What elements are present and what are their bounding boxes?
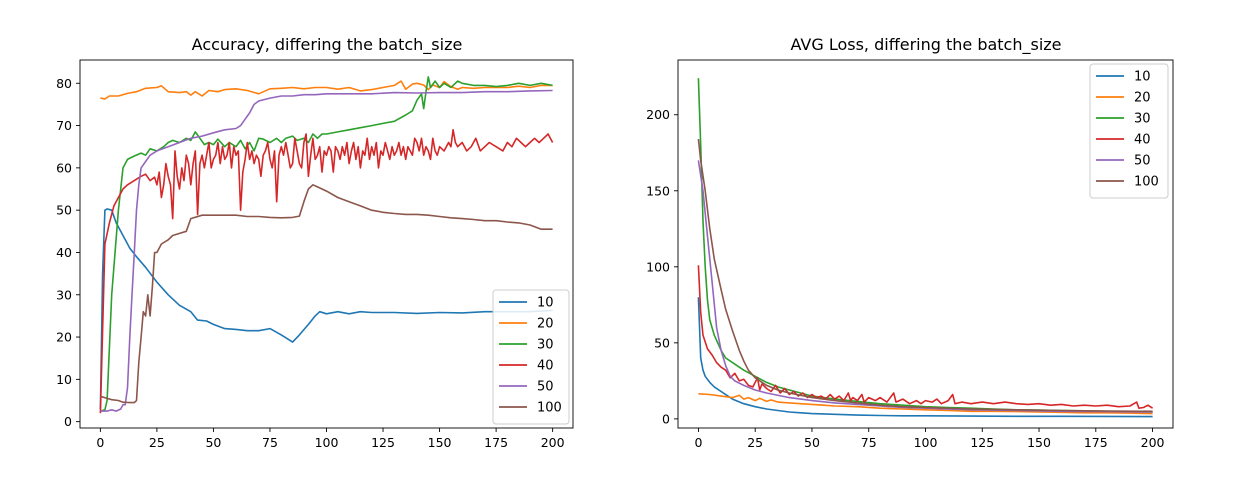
loss-x-tick-label: 25 [747, 435, 763, 450]
accuracy-y-tick-label: 0 [64, 414, 72, 429]
accuracy-legend-label-30: 30 [537, 338, 554, 353]
accuracy-y-tick-label: 50 [56, 203, 72, 218]
accuracy-x-tick-label: 125 [371, 435, 395, 450]
accuracy-x-tick-label: 150 [428, 435, 452, 450]
loss-series-line-10 [697, 297, 1153, 418]
loss-series-layer [697, 78, 1154, 418]
accuracy-legend-label-100: 100 [537, 401, 562, 416]
accuracy-y-tick-label: 10 [56, 372, 72, 387]
accuracy-y-tick-label: 80 [56, 76, 72, 91]
accuracy-x-tick-label: 0 [96, 435, 104, 450]
loss-series-line-100 [697, 139, 1153, 413]
loss-x-tick-label: 200 [1141, 435, 1165, 450]
loss-legend-label-50: 50 [1134, 154, 1151, 169]
accuracy-legend-label-20: 20 [537, 317, 554, 332]
loss-series-line-20 [698, 393, 1153, 415]
loss-y-tick-label: 200 [646, 107, 670, 122]
accuracy-series-layer [99, 76, 554, 414]
accuracy-chart-title: Accuracy, differing the batch_size [192, 35, 463, 55]
loss-legend-label-100: 100 [1134, 175, 1159, 190]
loss-y-tick-label: 100 [646, 259, 670, 274]
loss-chart-title: AVG Loss, differing the batch_size [790, 35, 1061, 55]
loss-legend: 10 20 30 40 50 100 [1089, 63, 1169, 199]
loss-y-tick-label: 0 [662, 411, 670, 426]
accuracy-y-tick-label: 30 [56, 287, 72, 302]
accuracy-x-tick-label: 75 [262, 435, 278, 450]
loss-x-tick-label: 100 [914, 435, 938, 450]
accuracy-series-line-30 [100, 76, 553, 412]
accuracy-y-tick-label: 70 [56, 118, 72, 133]
loss-chart: AVG Loss, differing the batch_size 0 25 50… [646, 35, 1174, 450]
accuracy-series-line-50 [100, 89, 553, 412]
loss-axes: 0 25 50 75 100 125 150 175 200 0 50 100 150 200 [646, 59, 1174, 450]
accuracy-axes: 0 25 50 75 100 125 150 175 200 0 10 20 30 40 50 60 70 80 [56, 59, 574, 450]
loss-y-tick-label: 50 [654, 335, 670, 350]
loss-y-tick-label: 150 [646, 183, 670, 198]
loss-x-tick-label: 150 [1027, 435, 1051, 450]
accuracy-y-tick-label: 60 [56, 160, 72, 175]
accuracy-x-tick-label: 100 [315, 435, 339, 450]
loss-legend-label-20: 20 [1134, 91, 1151, 106]
loss-legend-label-40: 40 [1134, 133, 1151, 148]
accuracy-y-tick-label: 20 [56, 330, 72, 345]
accuracy-x-tick-label: 50 [205, 435, 221, 450]
accuracy-x-tick-label: 175 [484, 435, 508, 450]
loss-x-tick-label: 175 [1084, 435, 1108, 450]
accuracy-chart: Accuracy, differing the batch_size 0 25 50… [56, 35, 574, 450]
accuracy-y-tick-label: 40 [56, 245, 72, 260]
loss-x-tick-label: 0 [694, 435, 702, 450]
loss-x-tick-label: 75 [861, 435, 877, 450]
accuracy-legend-label-40: 40 [537, 359, 554, 374]
accuracy-series-line-40 [99, 129, 554, 414]
loss-series-line-40 [697, 265, 1154, 409]
accuracy-legend-label-50: 50 [537, 380, 554, 395]
loss-x-tick-label: 125 [970, 435, 994, 450]
loss-x-tick-label: 50 [804, 435, 820, 450]
loss-legend-label-10: 10 [1134, 70, 1151, 85]
accuracy-series-line-20 [100, 80, 553, 100]
accuracy-legend: 10 20 30 40 50 100 [492, 289, 570, 425]
accuracy-x-tick-label: 25 [149, 435, 165, 450]
accuracy-series-line-100 [100, 184, 553, 404]
loss-legend-label-30: 30 [1134, 112, 1151, 127]
accuracy-legend-label-10: 10 [537, 296, 554, 311]
accuracy-x-tick-label: 200 [541, 435, 565, 450]
accuracy-series-line-10 [99, 208, 553, 410]
